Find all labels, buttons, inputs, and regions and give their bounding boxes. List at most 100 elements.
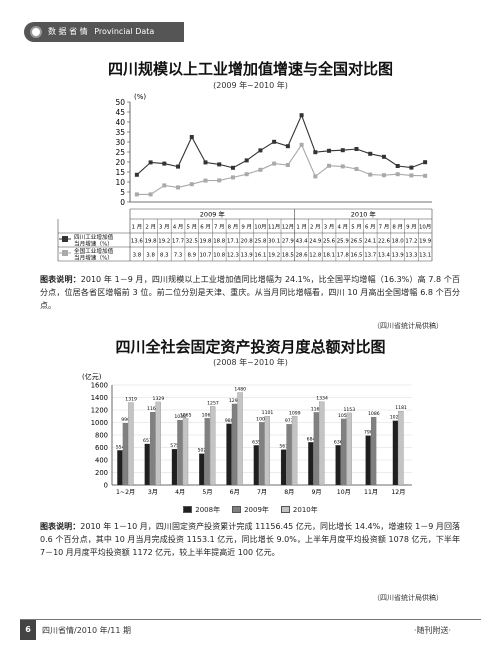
sichuan-value-cell: 19.8 — [199, 239, 212, 245]
bar-2009 — [286, 424, 292, 486]
table1-month-header: 1 月 — [132, 224, 143, 231]
national-value-cell: 13.7 — [364, 253, 376, 259]
bar-2010 — [155, 401, 161, 486]
section-logo-icon — [30, 26, 42, 38]
national-value-cell: 18.1 — [323, 253, 335, 259]
table1-month-header: 10月 — [419, 224, 431, 231]
sichuan-growth-point — [409, 165, 414, 170]
chart1-y-tick-label: 35 — [115, 128, 125, 137]
national-growth-point — [244, 172, 249, 177]
section-title-cn: 数 据 省 情 — [48, 27, 88, 36]
chart1-y-tick-label: 15 — [115, 168, 125, 177]
table1-month-header: 10月 — [254, 224, 266, 231]
table1-month-header: 4 月 — [337, 224, 348, 231]
sichuan-growth-point — [313, 150, 318, 155]
sichuan-growth-point — [327, 148, 332, 153]
chart2-y-tick-label: 1600 — [91, 382, 108, 390]
bar-2010 — [291, 416, 298, 486]
bar-2009 — [177, 420, 183, 486]
sichuan-value-cell: 17.7 — [172, 239, 184, 245]
chart1-y-tick-label: 0 — [120, 198, 125, 207]
bar-value-label: 980 — [225, 418, 234, 424]
national-value-cell: 12.8 — [309, 253, 322, 259]
sichuan-value-cell: 22.6 — [378, 239, 391, 245]
bar-value-label: 1038 — [174, 414, 186, 420]
sichuan-value-cell: 18.8 — [213, 239, 226, 245]
chart1-subtitle: (2009 年~2010 年) — [213, 81, 288, 90]
sichuan-growth-point — [340, 148, 345, 153]
chart2-x-tick-label: 12月 — [391, 489, 405, 496]
national-growth-point — [285, 163, 290, 167]
table1-month-header: 5 月 — [186, 224, 197, 231]
table1-month-header: 8 月 — [228, 224, 239, 231]
chart2-title: 四川全社会固定资产投资月度总额对比图 — [115, 338, 386, 356]
sichuan-growth-point — [285, 144, 290, 149]
table1-row-label-line1: 全国工业增加值 — [74, 247, 114, 255]
chart2-y-tick-label: 1400 — [91, 394, 108, 402]
year-label-2009: 2009 年 — [200, 210, 226, 219]
bar-2010 — [210, 406, 216, 486]
sichuan-growth-point — [148, 160, 153, 165]
national-growth-point — [258, 167, 263, 172]
table1-row-label-line2: 当月增速（%） — [74, 254, 113, 262]
bar-value-label: 1257 — [207, 400, 219, 406]
chart1-y-tick-label: 50 — [115, 98, 125, 107]
chart1-caption-text: 2010 年 1－9 月，四川规模以上工业增加值同比增幅为 24.1%，比全国平… — [40, 275, 460, 310]
national-growth-point — [134, 192, 139, 197]
table1-month-header: 9 月 — [241, 224, 252, 231]
national-value-cell: 12.3 — [227, 253, 239, 259]
chart2-y-tick-label: 200 — [95, 469, 108, 477]
chart2-y-tick-label: 800 — [95, 432, 108, 440]
bar-2010 — [237, 392, 243, 486]
section-header: 数 据 省 情 Provincial Data — [24, 22, 184, 42]
sichuan-value-cell: 26.5 — [350, 239, 362, 245]
sichuan-value-cell: 19.2 — [158, 239, 170, 245]
national-growth-point — [327, 163, 332, 168]
chart2-caption-text: 2010 年 1－10 月，四川固定资产投资累计完成 11156.45 亿元，同… — [40, 522, 460, 557]
table1-month-header: 6 月 — [365, 224, 376, 231]
page-footer: 6 四川省情/2010 年/11 期 ·随刊附送· — [20, 619, 481, 640]
sichuan-growth-point — [272, 139, 277, 144]
sichuan-growth-point — [134, 172, 139, 177]
chart2-unit-label: (亿元) — [82, 372, 102, 381]
legend-label: 2009年 — [244, 506, 269, 514]
sichuan-value-cell: 27.9 — [282, 239, 295, 245]
chart1-y-tick-label: 40 — [115, 118, 125, 127]
table1-month-header: 7 月 — [214, 224, 225, 231]
table1-month-header: 6 月 — [200, 224, 211, 231]
year-label-2010: 2010 年 — [351, 210, 377, 219]
sichuan-value-cell: 17.2 — [405, 239, 417, 245]
chart2-x-tick-label: 3月 — [148, 489, 158, 496]
legend-item-2008: 2008年 — [183, 505, 220, 515]
sichuan-value-cell: 43.4 — [296, 239, 309, 245]
national-growth-point — [381, 173, 386, 178]
bar-value-label: 554 — [116, 444, 125, 450]
national-growth-line — [136, 143, 426, 195]
bar-2008 — [226, 423, 232, 486]
sichuan-growth-point — [368, 151, 373, 156]
chart2-x-tick-label: 9月 — [311, 489, 321, 496]
table1-month-header: 12月 — [282, 224, 294, 231]
national-value-cell: 8.9 — [187, 253, 196, 259]
sichuan-value-cell: 24.1 — [364, 239, 376, 245]
national-value-cell: 3.8 — [133, 253, 142, 259]
bar-value-label: 1297 — [229, 398, 241, 404]
chart2-y-tick-label: 0 — [104, 482, 108, 490]
chart1-y-tick-label: 25 — [115, 148, 125, 157]
sichuan-value-cell: 24.9 — [309, 239, 322, 245]
table1-month-header: 9 月 — [406, 224, 417, 231]
sichuan-growth-point — [423, 160, 428, 165]
chart2-y-tick-label: 600 — [95, 444, 108, 452]
national-value-cell: 16.1 — [254, 253, 266, 259]
bar-value-label: 1065 — [180, 412, 192, 418]
national-growth-point — [340, 164, 345, 169]
bar-2009 — [204, 418, 210, 486]
journal-issue: 四川省情/2010 年/11 期 — [42, 626, 132, 635]
bar-2010 — [182, 418, 189, 486]
bar-value-label: 1029 — [390, 415, 402, 421]
sichuan-value-cell: 17.1 — [227, 239, 239, 245]
table1-month-header: 4 月 — [173, 224, 184, 231]
table1-month-header: 2 月 — [145, 224, 156, 231]
chart1-y-tick-label: 10 — [115, 178, 125, 187]
sichuan-growth-point — [162, 161, 167, 166]
